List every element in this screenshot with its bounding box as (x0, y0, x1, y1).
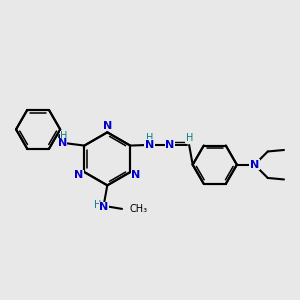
Text: N: N (145, 140, 154, 150)
Text: N: N (103, 121, 112, 131)
Text: N: N (58, 138, 67, 148)
Text: N: N (99, 202, 108, 212)
Text: CH₃: CH₃ (129, 204, 148, 214)
Text: N: N (165, 140, 175, 150)
Text: H: H (186, 133, 193, 143)
Text: H: H (60, 131, 68, 141)
Text: N: N (250, 160, 259, 170)
Text: H: H (146, 133, 153, 143)
Text: H: H (94, 200, 102, 210)
Text: N: N (131, 170, 140, 180)
Text: N: N (74, 170, 83, 180)
